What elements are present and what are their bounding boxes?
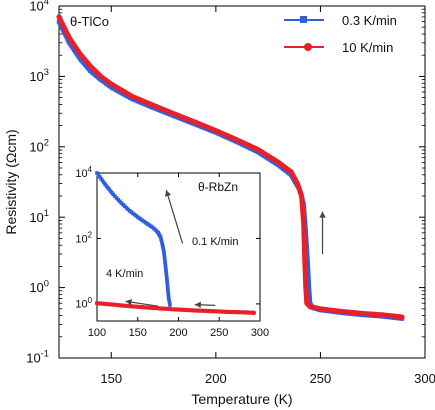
inset-series-layer <box>94 171 257 316</box>
inset-point-0-1-k-min <box>166 292 171 296</box>
inset-point-0-1-k-min <box>100 178 105 183</box>
inset-point-0-1-k-min <box>164 270 168 274</box>
main-annotations <box>319 211 326 255</box>
main-y-tick-label-3: 102 <box>29 138 49 155</box>
inset-plot-background <box>96 172 261 322</box>
inset-point-0-1-k-min <box>96 173 101 177</box>
main-axis-ticks: 150 200 250 300 10-1 100 101 102 103 104 <box>26 0 435 386</box>
inset-arrow-2 <box>194 301 216 309</box>
inset-point-0-1-k-min <box>95 171 99 175</box>
main-chart-title: θ-TlCo <box>70 14 109 29</box>
inset-point-0-1-k-min <box>97 174 102 179</box>
legend: 0.3 K/min 10 K/min <box>284 13 397 55</box>
inset-point-0-1-k-min <box>101 180 106 185</box>
main-y-tick-label-4: 103 <box>29 67 49 84</box>
inset-point-0-1-k-min <box>99 176 103 181</box>
main-y-tick-label-2: 101 <box>29 208 49 225</box>
inset-point-4-k-min <box>251 310 257 316</box>
inset-annotations <box>125 189 216 309</box>
inset-point-0-1-k-min <box>166 289 170 294</box>
inset-point-0-1-k-min <box>160 241 164 246</box>
inset-point-0-1-k-min <box>164 272 169 277</box>
inset-x-tick-label-100: 100 <box>88 327 106 339</box>
main-y-tick-label-5: 104 <box>29 0 49 14</box>
inset-x-tick-label-200: 200 <box>169 327 187 339</box>
inset-point-0-1-k-min <box>163 261 167 265</box>
inset-plot: 100 150 200 250 300 100 102 104 θ-RbZn 0.1 K/mi… <box>75 165 269 339</box>
main-y-tick-label-1: 100 <box>29 278 49 295</box>
legend-item-10-k-min: 10 K/min <box>284 40 393 55</box>
main-plot-area <box>58 5 426 359</box>
legend-label-10-k-min: 10 K/min <box>342 40 393 55</box>
inset-point-0-1-k-min <box>167 300 172 305</box>
inset-y-tick-label-2: 104 <box>75 165 92 180</box>
inset-point-0-1-k-min <box>162 251 166 256</box>
main-point-10-k-min <box>399 314 405 320</box>
inset-arrow-0 <box>164 189 184 244</box>
inset-point-0-1-k-min <box>165 281 170 285</box>
inset-point-0-1-k-min <box>168 303 172 307</box>
main-series-layer <box>56 14 405 321</box>
inset-point-0-1-k-min <box>159 237 163 242</box>
inset-point-0-1-k-min <box>166 287 170 292</box>
inset-point-0-1-k-min <box>161 245 165 250</box>
inset-point-0-1-k-min <box>162 256 167 261</box>
inset-annotation-label-4-k-min: 4 K/min <box>106 268 143 280</box>
inset-point-0-1-k-min <box>162 249 166 254</box>
main-x-tick-label-150: 150 <box>100 371 122 386</box>
inset-point-0-1-k-min <box>159 239 164 244</box>
inset-point-0-1-k-min <box>167 298 171 303</box>
main-x-tick-label-300: 300 <box>414 371 435 386</box>
inset-point-0-1-k-min <box>158 235 163 239</box>
inset-x-tick-label-250: 250 <box>210 327 228 339</box>
inset-point-0-1-k-min <box>165 283 170 288</box>
inset-point-0-1-k-min <box>165 285 170 290</box>
inset-y-tick-label-1: 102 <box>75 230 92 245</box>
main-x-tick-label-250: 250 <box>310 371 332 386</box>
y-axis-label: Resistivity (Ωcm) <box>3 129 19 234</box>
main-y-tick-label-0: 10-1 <box>26 349 49 366</box>
inset-annotation-label-0-1-k-min: 0.1 K/min <box>192 236 238 248</box>
legend-item-0-3-k-min: 0.3 K/min <box>284 13 397 28</box>
main-x-tick-label-200: 200 <box>205 371 227 386</box>
inset-series-0-1-k-min <box>95 171 172 308</box>
inset-point-0-1-k-min <box>164 274 169 279</box>
inset-y-tick-label-0: 100 <box>75 296 92 311</box>
legend-marker-10-k-min <box>304 43 312 51</box>
inset-point-0-1-k-min <box>165 279 169 283</box>
legend-marker-0-3-k-min <box>300 16 307 23</box>
inset-point-0-1-k-min <box>166 296 171 300</box>
inset-point-0-1-k-min <box>163 263 168 268</box>
main-series-10-k-min <box>56 14 405 320</box>
inset-point-0-1-k-min <box>163 265 168 270</box>
inset-series-4-k-min <box>94 300 257 316</box>
main-plot: 150 200 250 300 10-1 100 101 102 103 104 θ-TlCo T… <box>3 0 435 407</box>
inset-point-0-1-k-min <box>163 258 167 263</box>
inset-chart-title: θ-RbZn <box>198 180 238 194</box>
inset-point-0-1-k-min <box>164 268 168 272</box>
main-arrow-0 <box>319 211 326 255</box>
inset-arrow-1 <box>125 299 159 307</box>
x-axis-label: Temperature (K) <box>191 391 292 407</box>
inset-x-tick-label-300: 300 <box>251 327 269 339</box>
inset-x-tick-label-150: 150 <box>129 327 147 339</box>
inset-point-0-1-k-min <box>162 254 167 258</box>
inset-point-0-1-k-min <box>165 276 169 281</box>
legend-label-0-3-k-min: 0.3 K/min <box>342 13 397 28</box>
inset-point-0-1-k-min <box>166 294 171 298</box>
inset-point-0-1-k-min <box>161 247 166 252</box>
inset-point-0-1-k-min <box>160 243 165 248</box>
